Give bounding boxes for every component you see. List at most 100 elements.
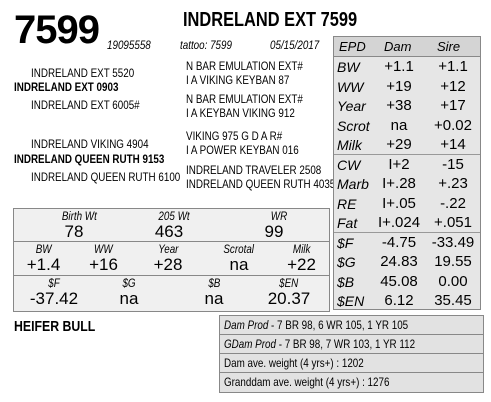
year-label: Year — [157, 242, 179, 256]
epd-row-name: $EN — [337, 293, 365, 309]
birth-wt-value: 78 — [64, 222, 84, 241]
wt205-label: 205 Wt — [158, 209, 190, 223]
milk-value: +22 — [287, 255, 316, 274]
epd-row-name: $B — [337, 273, 355, 290]
year-value: +28 — [153, 255, 183, 274]
pedigree-dss: VIKING 975 G D A R# — [186, 129, 283, 143]
divider — [220, 353, 483, 354]
en-value: 20.37 — [267, 289, 311, 308]
gdam-prod: GDam Prod - 7 BR 98, 7 WR 103, 1 YR 112 — [224, 337, 416, 351]
pedigree-sire-sire: INDRELAND EXT 5520 — [31, 66, 135, 80]
epd-row: Milk +29 +14 — [334, 135, 480, 156]
granddam-weight: Granddam ave. weight (4 yrs+) : 1276 — [224, 375, 390, 389]
tattoo: tattoo: 7599 — [180, 38, 232, 52]
epd-row: Scrot na +0.02 — [334, 116, 480, 137]
epd-row-name: $G — [337, 254, 356, 270]
epd-row-dam: -4.75 — [381, 233, 417, 251]
epd-row-sire: +17 — [440, 97, 466, 114]
epd-row-dam: +29 — [386, 136, 412, 153]
wr-label: WR — [270, 209, 288, 223]
epd-row-dam: +19 — [386, 77, 412, 95]
epd-row-sire: 0.00 — [438, 272, 468, 290]
epd-row: $F -4.75 -33.49 — [334, 233, 480, 254]
epd-table: EPD Dam Sire BW +1.1 +1.1 WW +19 +12 Year +38 +1… — [333, 36, 481, 310]
epd-row-dam: I+.28 — [382, 175, 416, 192]
epd-row-name: RE — [337, 195, 357, 212]
epd-row: RE I+.05 -.22 — [334, 194, 480, 215]
pedigree-dam-sire: INDRELAND VIKING 4904 — [31, 137, 149, 151]
pedigree-sdd: I A KEYBAN VIKING 912 — [186, 106, 295, 120]
scrotal-label: Scrotal — [223, 242, 255, 256]
epd-header: EPD — [339, 39, 366, 54]
epd-row-sire: -.22 — [440, 194, 466, 212]
bw-value: +1.4 — [26, 255, 61, 274]
epd-row: $G 24.83 19.55 — [334, 252, 480, 273]
pedigree-ddd: INDRELAND QUEEN RUTH 4035 — [186, 177, 336, 191]
epd-row-name: Fat — [337, 215, 358, 231]
lot-number: 7599 — [14, 8, 100, 52]
divider — [220, 372, 483, 373]
epd-row-sire: +0.02 — [434, 116, 472, 134]
epd-row-dam: I+2 — [388, 155, 410, 173]
epd-row-sire: +14 — [440, 136, 466, 153]
epd-row-name: BW — [337, 59, 360, 75]
epd-row: Fat I+.024 +.051 — [334, 213, 480, 234]
epd-row-dam: 45.08 — [380, 272, 418, 290]
dam-header: Dam — [384, 39, 412, 54]
pedigree-dsd: I A POWER KEYBAN 016 — [186, 143, 299, 157]
sire-header: Sire — [437, 39, 461, 54]
epd-row: Marb I+.28 +.23 — [334, 174, 480, 195]
pedigree-sss: N BAR EMULATION EXT# — [186, 59, 303, 73]
divider — [220, 334, 483, 335]
epd-row-name: Scrot — [337, 117, 370, 134]
epd-row: Year +38 +17 — [334, 96, 480, 117]
g-value: na — [119, 289, 139, 308]
epd-row-name: Milk — [337, 137, 362, 153]
milk-label: Milk — [292, 242, 311, 256]
registration-number: 19095558 — [107, 38, 151, 52]
epd-row-name: Marb — [337, 176, 369, 192]
category-label: HEIFER BULL — [14, 318, 96, 335]
pedigree-dam-dam: INDRELAND QUEEN RUTH 6100 — [31, 170, 181, 184]
epd-row: CW I+2 -15 — [334, 155, 480, 176]
b-label: $B — [207, 276, 221, 290]
ww-label: WW — [94, 242, 113, 256]
epd-row-sire: 35.45 — [434, 292, 472, 309]
epd-section-divider — [334, 231, 480, 233]
epd-row-dam: na — [390, 116, 408, 134]
epd-row-dam: I+.024 — [377, 214, 421, 231]
epd-row: BW +1.1 +1.1 — [334, 57, 480, 78]
divider — [14, 241, 329, 242]
performance-box: Birth Wt 205 Wt WR 78 463 99 BW WW Year … — [13, 208, 330, 312]
epd-row-sire: +1.1 — [438, 58, 468, 75]
f-value: -37.42 — [29, 289, 79, 308]
epd-table-header: EPD Dam Sire — [334, 37, 480, 57]
epd-row-sire: -15 — [442, 155, 464, 173]
epd-row: WW +19 +12 — [334, 77, 480, 98]
birth-date: 05/15/2017 — [270, 38, 320, 52]
epd-row-sire: +12 — [440, 77, 466, 95]
ww-value: +16 — [89, 255, 118, 274]
bw-label: BW — [35, 242, 52, 256]
en-label: $EN — [279, 276, 299, 290]
animal-name: INDRELAND EXT 7599 — [183, 9, 358, 31]
epd-row-sire: +.051 — [434, 214, 472, 231]
epd-row-dam: 6.12 — [384, 292, 414, 309]
dam-weight: Dam ave. weight (4 yrs+) : 1202 — [224, 356, 364, 370]
epd-row-name: Year — [337, 98, 366, 114]
epd-row-dam: +1.1 — [384, 58, 414, 75]
epd-row-dam: +38 — [386, 97, 412, 114]
epd-row-sire: 19.55 — [434, 253, 472, 270]
epd-row-dam: I+.05 — [382, 194, 416, 212]
wt205-value: 463 — [154, 222, 184, 241]
epd-row-sire: +.23 — [438, 175, 468, 192]
divider — [14, 275, 329, 276]
pedigree-dam: INDRELAND QUEEN RUTH 9153 — [14, 152, 165, 166]
epd-row: $B 45.08 0.00 — [334, 272, 480, 293]
dam-prod: Dam Prod - 7 BR 98, 6 WR 105, 1 YR 105 — [224, 318, 409, 332]
epd-row-name: $F — [337, 234, 354, 251]
pedigree-ssd: I A VIKING KEYBAN 87 — [186, 73, 290, 87]
birth-wt-label: Birth Wt — [61, 209, 97, 223]
epd-row: $EN 6.12 35.45 — [334, 291, 480, 312]
pedigree-sds: N BAR EMULATION EXT# — [186, 92, 303, 106]
